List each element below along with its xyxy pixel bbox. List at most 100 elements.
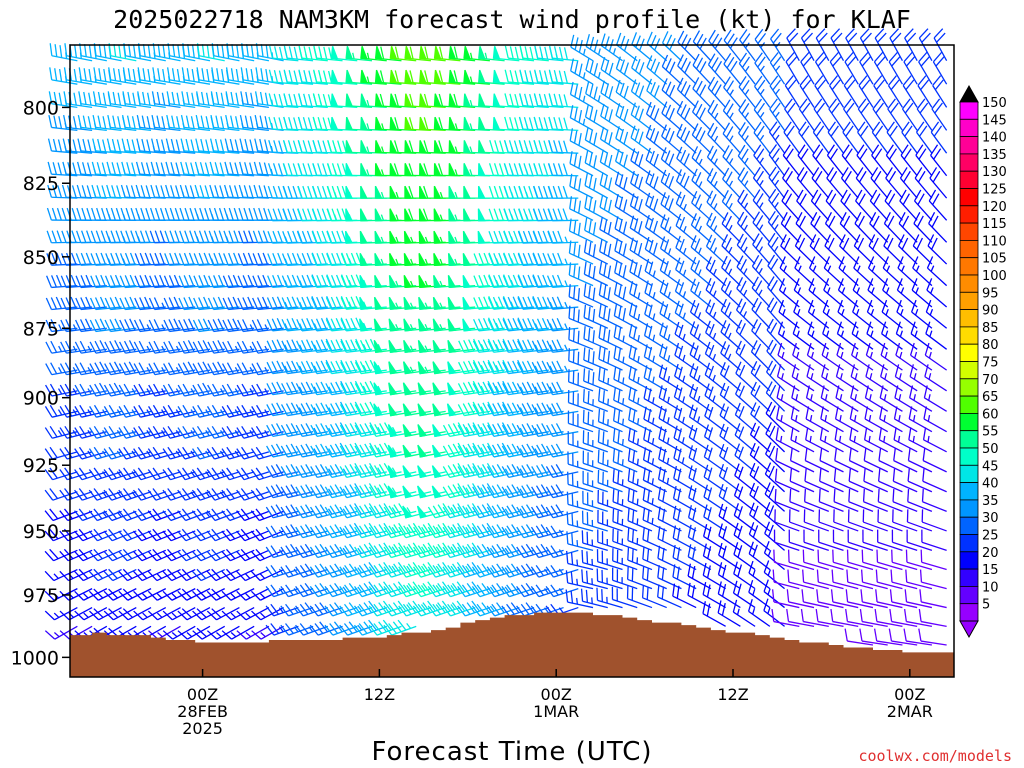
wind-barb	[403, 339, 432, 353]
wind-barb	[330, 93, 358, 109]
wind-barb	[45, 296, 78, 311]
wind-barb	[478, 69, 505, 85]
wind-barb	[192, 318, 225, 333]
wind-barb	[103, 588, 137, 601]
wind-barb	[645, 101, 668, 131]
wind-barb	[889, 589, 918, 609]
wind-barb	[368, 581, 402, 598]
wind-barb	[178, 274, 211, 289]
wind-barb	[646, 55, 668, 85]
wind-barb	[133, 319, 166, 333]
wind-barb	[312, 93, 343, 109]
wind-barb	[833, 489, 859, 513]
y-tick-label: 850	[23, 247, 59, 269]
wind-barb	[643, 344, 668, 371]
wind-barb	[611, 586, 638, 609]
y-tick-label: 900	[23, 388, 59, 410]
wind-barb	[150, 161, 181, 177]
wind-barb	[177, 528, 211, 542]
wind-barb	[582, 490, 608, 513]
wind-barb	[567, 431, 594, 453]
wind-barb	[389, 253, 417, 267]
wind-barb	[182, 43, 211, 62]
wind-barb	[818, 489, 844, 513]
wind-barb	[192, 606, 226, 621]
wind-barb	[457, 542, 491, 559]
wind-barb	[208, 274, 240, 289]
wind-barb	[570, 58, 594, 85]
wind-barb	[502, 296, 535, 310]
wind-barb	[661, 78, 682, 108]
wind-barb	[447, 361, 476, 375]
wind-barb	[167, 43, 196, 62]
wind-barb	[211, 43, 240, 62]
wind-barb	[119, 318, 152, 333]
wind-barb	[251, 383, 284, 397]
wind-barb	[427, 562, 461, 578]
wind-barb	[818, 529, 844, 551]
wind-barb	[585, 81, 609, 108]
wind-barb	[147, 588, 181, 601]
wind-barb	[661, 124, 682, 154]
wind-barb	[921, 509, 947, 532]
wind-barb	[266, 402, 299, 417]
x-tick-label: 2025	[182, 719, 223, 738]
y-tick-label: 800	[23, 97, 59, 119]
wind-barb	[442, 462, 476, 478]
wind-barb	[447, 382, 476, 396]
colorbar-swatch	[959, 395, 979, 414]
wind-barb	[327, 140, 358, 154]
wind-barb	[463, 185, 490, 199]
wind-barb	[581, 549, 608, 571]
wind-barb	[236, 548, 270, 562]
wind-barb	[803, 509, 829, 532]
wind-barb	[345, 69, 373, 85]
wind-barb	[432, 296, 461, 310]
wind-barb	[280, 443, 314, 458]
wind-barb	[419, 163, 446, 177]
wind-barb	[330, 116, 358, 132]
wind-barb	[814, 51, 830, 85]
wind-barb	[207, 361, 240, 376]
wind-barb	[903, 51, 918, 85]
wind-barb	[383, 600, 417, 617]
wind-barb	[402, 382, 432, 396]
wind-barb	[570, 34, 594, 62]
colorbar: 1501451401351301251201151101051009590858…	[959, 84, 1007, 639]
colorbar-label: 120	[982, 200, 1007, 215]
wind-barb	[611, 567, 638, 590]
wind-barb	[236, 340, 269, 354]
wind-barb	[252, 230, 284, 244]
colorbar-swatch	[959, 101, 979, 120]
wind-barb	[463, 116, 490, 132]
wind-barb	[118, 508, 152, 522]
wind-barb	[387, 444, 417, 458]
wind-barb	[463, 208, 490, 222]
wind-barb	[89, 340, 122, 354]
wind-barb	[597, 529, 623, 551]
wind-barb	[310, 359, 343, 375]
colorbar-label: 90	[982, 304, 999, 319]
wind-barb	[137, 91, 166, 109]
wind-barb	[802, 569, 829, 590]
wind-barb	[457, 422, 491, 437]
wind-barb	[324, 524, 358, 539]
colorbar-swatch	[959, 464, 979, 483]
wind-barb	[921, 489, 947, 513]
wind-barb	[330, 46, 358, 62]
wind-barb	[281, 339, 314, 353]
wind-barb	[152, 43, 181, 62]
wind-barb	[374, 116, 402, 132]
wind-barb	[433, 116, 461, 132]
wind-barb	[340, 359, 373, 375]
wind-barb	[374, 275, 402, 289]
wind-barb	[206, 606, 240, 621]
wind-barb	[404, 185, 431, 199]
wind-barb	[487, 296, 520, 310]
wind-barb	[402, 403, 432, 417]
wind-barb	[387, 485, 417, 499]
wind-barbs	[44, 28, 948, 646]
wind-barb	[893, 447, 918, 473]
y-tick-label: 975	[23, 585, 59, 607]
wind-barb	[631, 55, 653, 85]
